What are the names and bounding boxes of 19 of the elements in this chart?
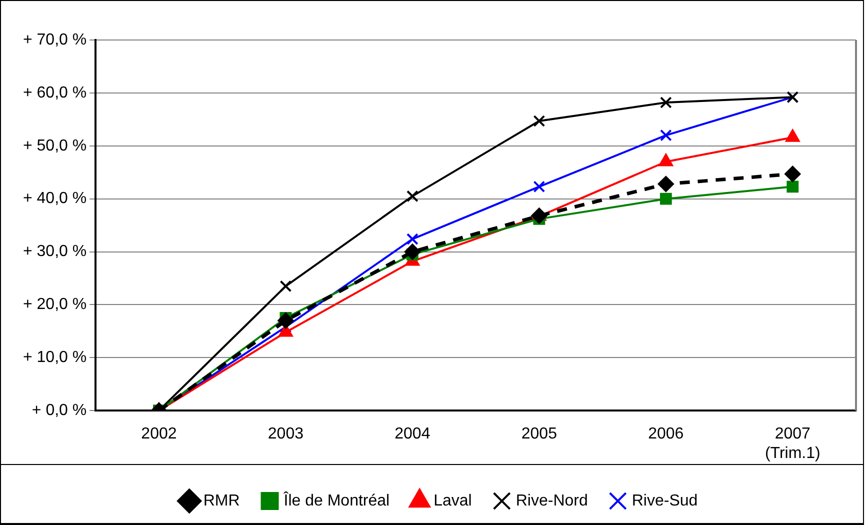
legend-label: RMR	[203, 492, 240, 510]
y-tick-label: + 30,0 %	[22, 243, 87, 260]
y-tick-label: + 70,0 %	[22, 31, 87, 48]
legend-label: Île de Montréal	[282, 491, 390, 510]
y-tick-label: + 20,0 %	[22, 296, 87, 314]
x-tick-label: 2003	[268, 426, 304, 443]
y-tick-label: + 50,0 %	[22, 137, 87, 154]
x-tick-label: 2006	[648, 426, 684, 443]
legend-label: Rive-Nord	[516, 492, 588, 510]
x-tick-label: 2007 (Trim.1)	[764, 426, 820, 462]
y-tick-label: + 0,0 %	[32, 402, 87, 420]
y-tick-label: + 40,0 %	[22, 190, 87, 208]
legend-label: Rive-Sud	[632, 492, 698, 510]
y-tick-label: + 60,0 %	[22, 84, 87, 102]
legend-label: Laval	[434, 492, 472, 510]
y-tick-label: + 10,0 %	[22, 349, 87, 366]
x-tick-label: 2004	[394, 426, 430, 443]
x-tick-label: 2002	[141, 426, 177, 443]
x-tick-label: 2005	[521, 426, 558, 443]
